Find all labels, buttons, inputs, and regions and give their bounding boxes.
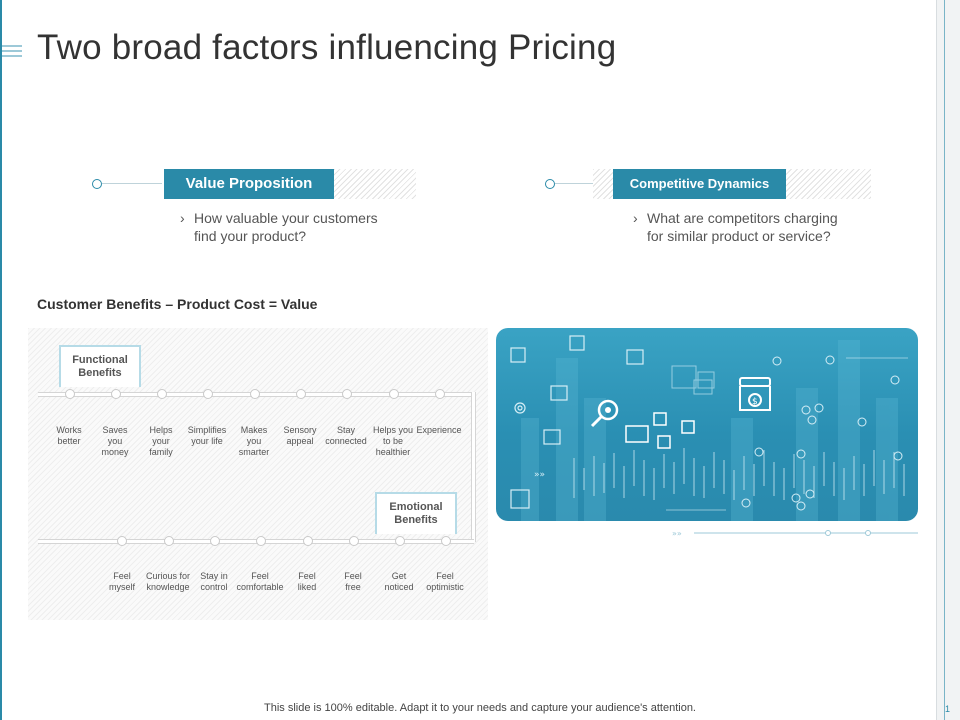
timeline-node: [164, 536, 174, 546]
page-number: 1: [945, 704, 951, 714]
chevron-right-icon: ›: [633, 210, 638, 226]
emotional-benefit: Feel optimistic: [426, 571, 464, 592]
question-line: How valuable your customers: [194, 210, 378, 226]
emotional-benefit: Stay in control: [200, 571, 228, 592]
timeline-node: [303, 536, 313, 546]
factor-competitive-dynamics: Competitive Dynamics: [545, 169, 871, 199]
functional-benefit: Helps you to be healthier: [372, 425, 414, 457]
timeline-node: [441, 536, 451, 546]
emotional-benefit: Get noticed: [384, 571, 414, 592]
timeline-node: [117, 536, 127, 546]
timeline-node: [395, 536, 405, 546]
timeline-connector: [471, 392, 476, 542]
functional-benefit: Saves you money: [101, 425, 129, 457]
box-icon: [625, 412, 695, 449]
dollar-coin-icon: [741, 355, 903, 511]
emotional-benefit: Feel comfortable: [236, 571, 284, 592]
connector-line: [555, 183, 615, 184]
shop-icon: $: [739, 377, 771, 411]
emotional-benefit: Feel free: [344, 571, 362, 592]
functional-benefit: Works better: [56, 425, 82, 446]
factor-question: › How valuable your customers find your …: [180, 209, 420, 245]
connector-line: [102, 183, 162, 184]
functional-benefits-heading: Functional Benefits: [59, 345, 141, 387]
factor-question: › What are competitors charging for simi…: [633, 209, 873, 245]
left-border: [0, 0, 2, 720]
connector-dot-icon: [545, 179, 555, 189]
functional-benefit: Sensory appeal: [283, 425, 317, 446]
functional-benefit: Experience: [416, 425, 462, 435]
timeline-node: [342, 389, 352, 399]
functional-benefit: Simplifies your life: [187, 425, 227, 446]
svg-text:»»: »»: [672, 529, 682, 538]
candlestick-chart: [573, 448, 905, 500]
factor-label: Competitive Dynamics: [613, 169, 786, 199]
functional-benefit: Makes you smarter: [238, 425, 270, 457]
svg-text:$: $: [752, 397, 758, 407]
functional-benefit: Helps your family: [149, 425, 173, 457]
emotional-benefit: Feel liked: [297, 571, 317, 592]
emotional-benefit: Curious for knowledge: [145, 571, 190, 592]
magnifier-icon: [590, 399, 619, 428]
timeline-node: [210, 536, 220, 546]
right-margin: [936, 0, 960, 720]
timeline-node: [157, 389, 167, 399]
value-formula: Customer Benefits – Product Cost = Value: [37, 296, 318, 312]
factor-label: Value Proposition: [164, 169, 334, 199]
timeline-node: [256, 536, 266, 546]
emotional-benefit: Feel myself: [108, 571, 135, 592]
illustration-svg: »» $: [510, 335, 908, 521]
benefits-diagram: Functional Benefits Works better Saves you m…: [28, 328, 488, 620]
gear-icon: [510, 335, 644, 509]
timeline-node: [296, 389, 306, 399]
timeline-node: [203, 389, 213, 399]
timeline-node: [435, 389, 445, 399]
emotional-benefits-heading: Emotional Benefits: [375, 492, 457, 534]
functional-benefit: Stay connected: [325, 425, 367, 446]
decorative-line: »»: [672, 529, 918, 538]
factor-value-proposition: Value Proposition: [92, 169, 416, 199]
question-line: for similar product or service?: [647, 228, 831, 244]
question-line: What are competitors charging: [647, 210, 838, 226]
slide: Two broad factors influencing Pricing Va…: [0, 0, 918, 720]
connector-dot-icon: [92, 179, 102, 189]
timeline-node: [389, 389, 399, 399]
timeline-node: [250, 389, 260, 399]
building-icon: [671, 365, 715, 395]
bar-chart-background: [521, 340, 898, 521]
timeline-node: [349, 536, 359, 546]
chevron-right-icon: ›: [180, 210, 185, 226]
menu-lines-icon: [2, 45, 22, 60]
timeline-node: [111, 389, 121, 399]
page-title: Two broad factors influencing Pricing: [37, 28, 617, 67]
question-line: find your product?: [194, 228, 307, 244]
arrows-icon: »»: [534, 470, 545, 480]
footer-note: This slide is 100% editable. Adapt it to…: [264, 702, 696, 714]
pricing-illustration: »» $: [496, 328, 918, 521]
timeline-node: [65, 389, 75, 399]
